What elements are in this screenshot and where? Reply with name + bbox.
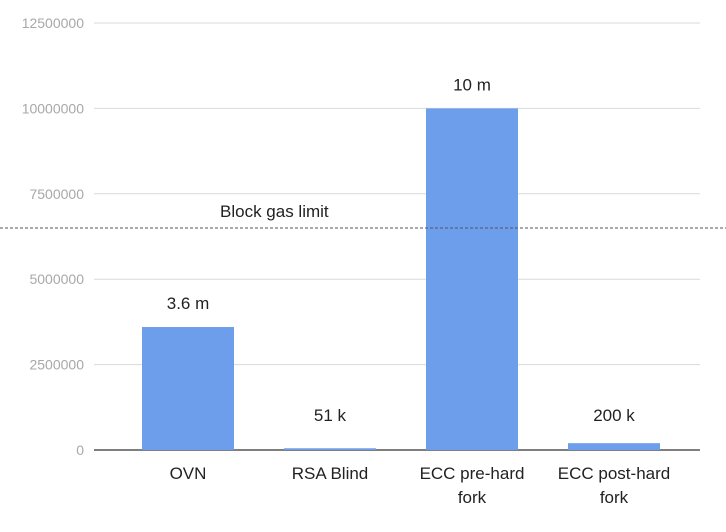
y-tick-label: 5000000 (29, 271, 84, 287)
y-tick-label: 10000000 (22, 100, 85, 116)
x-category-label: OVN (170, 464, 207, 483)
y-tick-label: 2500000 (29, 357, 84, 373)
x-category-label: RSA Blind (292, 464, 369, 483)
reference-line-label: Block gas limit (220, 202, 329, 221)
bar-value-label: 200 k (593, 406, 635, 425)
bar-value-label: 3.6 m (167, 294, 210, 313)
bar (426, 108, 518, 451)
bar (142, 327, 234, 450)
x-category-label: ECC post-hard (558, 464, 670, 483)
y-tick-label: 12500000 (22, 15, 85, 31)
x-category-label: fork (458, 488, 487, 507)
reference-line-group: Block gas limit (0, 202, 726, 229)
bar (284, 448, 376, 450)
x-category-label: ECC pre-hard (420, 464, 525, 483)
x-category-label: fork (600, 488, 629, 507)
bar (568, 443, 660, 450)
bar-value-label: 10 m (453, 75, 491, 94)
bars (142, 108, 660, 451)
bar-value-label: 51 k (314, 406, 347, 425)
y-tick-label: 0 (76, 442, 84, 458)
x-axis-categories: OVN RSA Blind ECC pre-hard fork ECC post-har… (170, 464, 671, 507)
y-axis-ticks: 0 2500000 5000000 7500000 10000000 12500000 (22, 15, 85, 458)
y-tick-label: 7500000 (29, 186, 84, 202)
data-labels: 3.6 m 51 k 10 m 200 k (167, 75, 636, 425)
